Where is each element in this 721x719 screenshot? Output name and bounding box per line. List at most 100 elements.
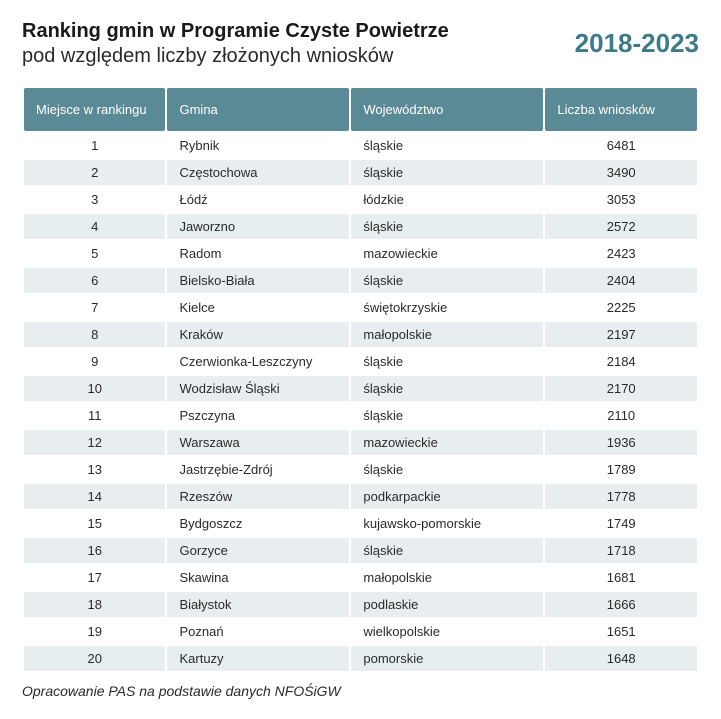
cell-rank: 12 — [24, 430, 165, 455]
cell-count: 2184 — [545, 349, 697, 374]
cell-count: 2404 — [545, 268, 697, 293]
cell-woj: śląskie — [351, 376, 543, 401]
cell-woj: mazowieckie — [351, 241, 543, 266]
cell-woj: pomorskie — [351, 646, 543, 671]
table-row: 6Bielsko-Białaśląskie2404 — [24, 268, 697, 293]
cell-woj: śląskie — [351, 160, 543, 185]
cell-woj: małopolskie — [351, 565, 543, 590]
cell-count: 1936 — [545, 430, 697, 455]
cell-gmina: Gorzyce — [167, 538, 349, 563]
cell-woj: śląskie — [351, 133, 543, 158]
cell-count: 1718 — [545, 538, 697, 563]
table-row: 16Gorzyceśląskie1718 — [24, 538, 697, 563]
cell-rank: 13 — [24, 457, 165, 482]
cell-gmina: Bydgoszcz — [167, 511, 349, 536]
cell-woj: podkarpackie — [351, 484, 543, 509]
cell-gmina: Poznań — [167, 619, 349, 644]
table-row: 7Kielceświętokrzyskie2225 — [24, 295, 697, 320]
cell-count: 1666 — [545, 592, 697, 617]
cell-gmina: Czerwionka-Leszczyny — [167, 349, 349, 374]
cell-gmina: Białystok — [167, 592, 349, 617]
cell-rank: 4 — [24, 214, 165, 239]
cell-gmina: Jaworzno — [167, 214, 349, 239]
col-header-count: Liczba wniosków — [545, 88, 697, 131]
cell-gmina: Kraków — [167, 322, 349, 347]
table-row: 12Warszawamazowieckie1936 — [24, 430, 697, 455]
table-row: 18Białystokpodlaskie1666 — [24, 592, 697, 617]
table-header-row: Miejsce w rankingu Gmina Województwo Lic… — [24, 88, 697, 131]
title-line2: pod względem liczby złożonych wniosków — [22, 45, 449, 68]
cell-gmina: Kartuzy — [167, 646, 349, 671]
table-row: 11Pszczynaśląskie2110 — [24, 403, 697, 428]
table-row: 13Jastrzębie-Zdrójśląskie1789 — [24, 457, 697, 482]
table-row: 19Poznańwielkopolskie1651 — [24, 619, 697, 644]
cell-gmina: Skawina — [167, 565, 349, 590]
cell-rank: 6 — [24, 268, 165, 293]
cell-count: 2423 — [545, 241, 697, 266]
col-header-woj: Województwo — [351, 88, 543, 131]
cell-rank: 2 — [24, 160, 165, 185]
title-line1: Ranking gmin w Programie Czyste Powietrz… — [22, 20, 449, 43]
cell-count: 1778 — [545, 484, 697, 509]
cell-rank: 19 — [24, 619, 165, 644]
table-row: 15Bydgoszczkujawsko-pomorskie1749 — [24, 511, 697, 536]
cell-count: 3053 — [545, 187, 697, 212]
cell-gmina: Bielsko-Biała — [167, 268, 349, 293]
table-row: 3Łódźłódzkie3053 — [24, 187, 697, 212]
cell-count: 2197 — [545, 322, 697, 347]
year-range: 2018-2023 — [575, 28, 699, 59]
footnote: Opracowanie PAS na podstawie danych NFOŚ… — [22, 683, 699, 699]
cell-woj: świętokrzyskie — [351, 295, 543, 320]
cell-gmina: Kielce — [167, 295, 349, 320]
cell-count: 1789 — [545, 457, 697, 482]
table-row: 5Radommazowieckie2423 — [24, 241, 697, 266]
cell-woj: śląskie — [351, 403, 543, 428]
cell-rank: 3 — [24, 187, 165, 212]
title-block: Ranking gmin w Programie Czyste Powietrz… — [22, 20, 449, 68]
table-row: 4Jaworznośląskie2572 — [24, 214, 697, 239]
table-body: 1Rybnikśląskie64812Częstochowaśląskie349… — [24, 133, 697, 671]
cell-woj: śląskie — [351, 214, 543, 239]
cell-gmina: Radom — [167, 241, 349, 266]
table-row: 1Rybnikśląskie6481 — [24, 133, 697, 158]
cell-gmina: Łódź — [167, 187, 349, 212]
cell-rank: 7 — [24, 295, 165, 320]
cell-count: 2110 — [545, 403, 697, 428]
cell-rank: 5 — [24, 241, 165, 266]
cell-gmina: Rzeszów — [167, 484, 349, 509]
cell-woj: śląskie — [351, 349, 543, 374]
cell-count: 1648 — [545, 646, 697, 671]
cell-gmina: Rybnik — [167, 133, 349, 158]
cell-rank: 9 — [24, 349, 165, 374]
col-header-gmina: Gmina — [167, 88, 349, 131]
cell-gmina: Częstochowa — [167, 160, 349, 185]
cell-woj: łódzkie — [351, 187, 543, 212]
cell-woj: małopolskie — [351, 322, 543, 347]
table-row: 10Wodzisław Śląskiśląskie2170 — [24, 376, 697, 401]
cell-count: 1681 — [545, 565, 697, 590]
cell-rank: 14 — [24, 484, 165, 509]
col-header-rank: Miejsce w rankingu — [24, 88, 165, 131]
cell-gmina: Warszawa — [167, 430, 349, 455]
cell-rank: 11 — [24, 403, 165, 428]
table-row: 14Rzeszówpodkarpackie1778 — [24, 484, 697, 509]
cell-gmina: Wodzisław Śląski — [167, 376, 349, 401]
cell-rank: 20 — [24, 646, 165, 671]
cell-count: 2170 — [545, 376, 697, 401]
cell-count: 2572 — [545, 214, 697, 239]
cell-rank: 8 — [24, 322, 165, 347]
table-row: 17Skawinamałopolskie1681 — [24, 565, 697, 590]
cell-rank: 10 — [24, 376, 165, 401]
cell-rank: 1 — [24, 133, 165, 158]
ranking-table: Miejsce w rankingu Gmina Województwo Lic… — [22, 86, 699, 673]
table-row: 20Kartuzypomorskie1648 — [24, 646, 697, 671]
cell-count: 3490 — [545, 160, 697, 185]
table-row: 8Krakówmałopolskie2197 — [24, 322, 697, 347]
cell-woj: śląskie — [351, 457, 543, 482]
cell-count: 1651 — [545, 619, 697, 644]
cell-woj: śląskie — [351, 268, 543, 293]
cell-rank: 15 — [24, 511, 165, 536]
cell-count: 1749 — [545, 511, 697, 536]
cell-count: 2225 — [545, 295, 697, 320]
cell-woj: kujawsko-pomorskie — [351, 511, 543, 536]
